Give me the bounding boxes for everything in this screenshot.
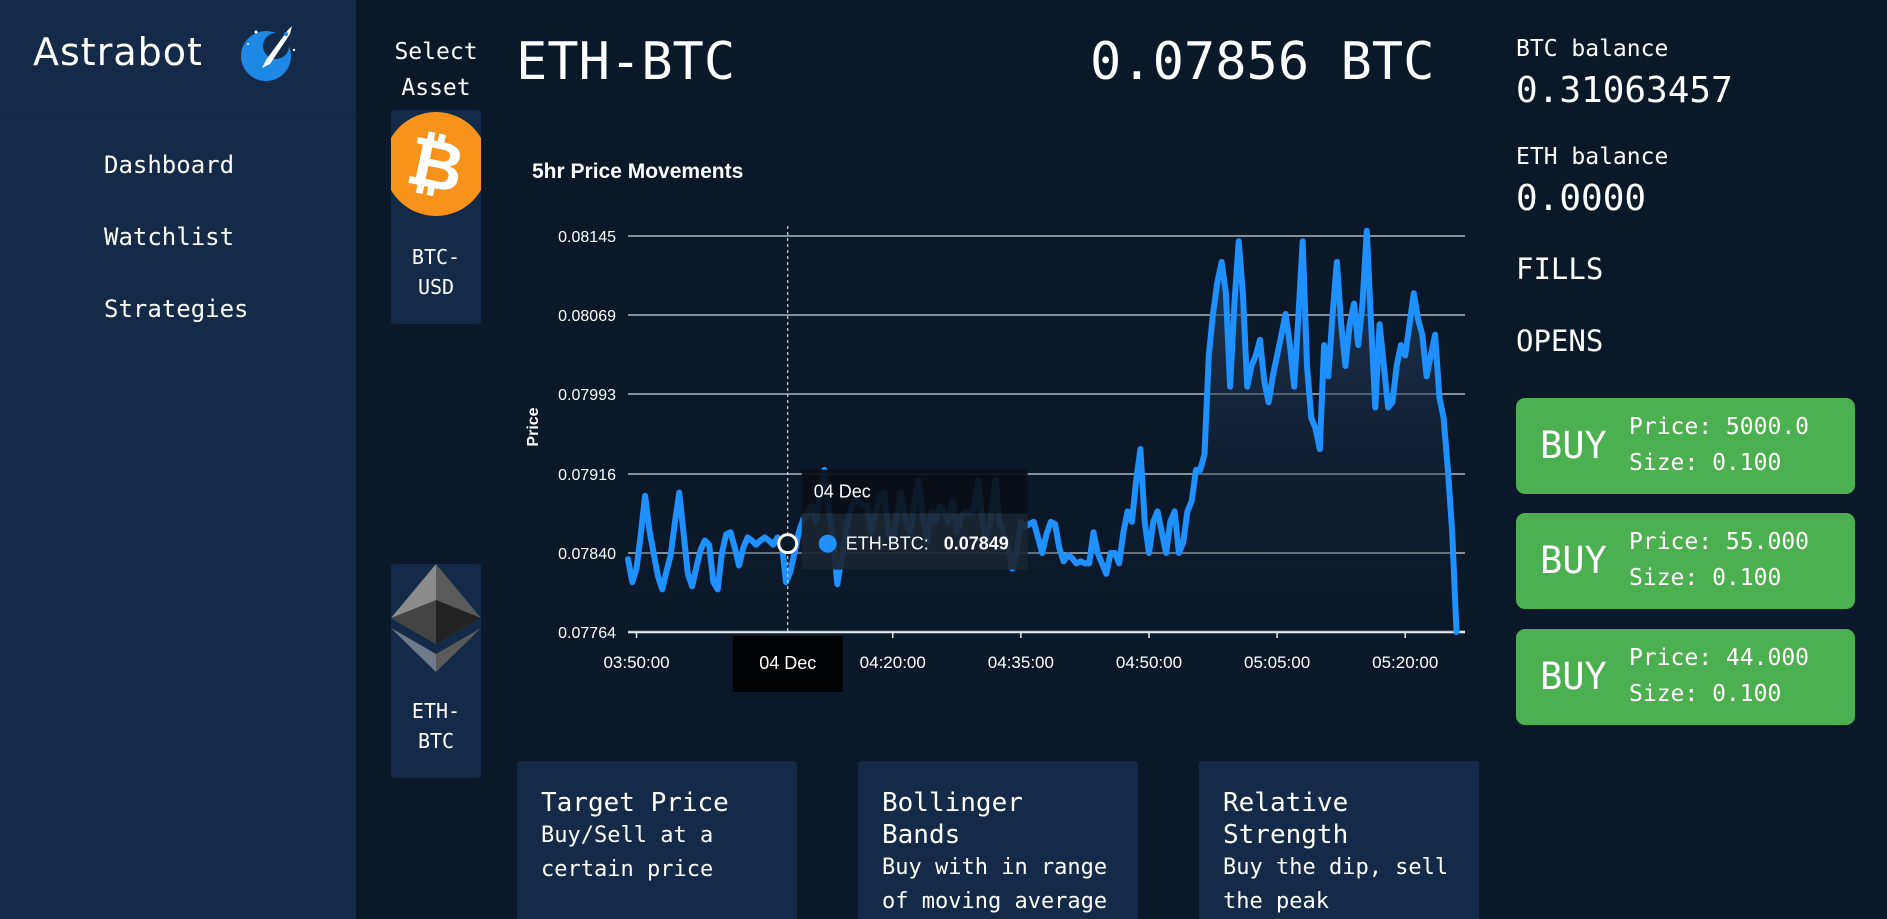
x-tick-label: 04:35:00: [988, 653, 1054, 672]
open-order-card[interactable]: BUY Price: 44.000 Size: 0.100: [1516, 629, 1855, 725]
y-tick-label: 0.07916: [558, 467, 616, 484]
order-price: Price: 44.000: [1629, 645, 1810, 671]
strategy-card-bollinger-bands[interactable]: Bollinger Bands Buy with in range of mov…: [858, 761, 1138, 919]
order-size: Size: 0.100: [1629, 681, 1782, 707]
order-size: Size: 0.100: [1629, 565, 1782, 591]
y-tick-label: 0.07993: [558, 387, 616, 404]
asset-label-line2: BTC: [417, 729, 455, 753]
order-size: Size: 0.100: [1629, 450, 1782, 476]
asset-card-btc-usd[interactable]: ₿ BTC- USD: [391, 110, 481, 324]
order-side: BUY: [1540, 424, 1607, 467]
x-axis-ticks: 03:50:00 04:20:00 04:35:00 04:50:00 05:05:00…: [603, 632, 1438, 672]
strategy-title: Relative Strength: [1223, 788, 1349, 850]
ethereum-icon: [391, 564, 481, 672]
order-price: Price: 5000.0: [1629, 414, 1810, 440]
strategy-card-target-price[interactable]: Target Price Buy/Sell at a certain price: [517, 761, 797, 919]
open-order-card[interactable]: BUY Price: 55.000 Size: 0.100: [1516, 513, 1855, 609]
btc-balance-value: 0.31063457: [1516, 70, 1733, 111]
brand-name: Astrabot: [33, 30, 203, 74]
tooltip-date: 04 Dec: [814, 482, 871, 502]
chart-title: 5hr Price Movements: [532, 160, 743, 183]
asset-selector-title: Select Asset: [394, 39, 478, 101]
strategy-title: Bollinger Bands: [882, 788, 1023, 850]
series-line-eth-btc: [625, 227, 1460, 635]
y-tick-label: 0.08069: [558, 308, 616, 325]
order-side: BUY: [1540, 539, 1607, 582]
open-order-card[interactable]: BUY Price: 5000.0 Size: 0.100: [1516, 398, 1855, 494]
bitcoin-icon: ₿: [391, 112, 481, 216]
strategy-description: Buy/Sell at a certain price: [541, 823, 714, 882]
y-tick-label: 0.07764: [558, 625, 616, 642]
order-price: Price: 55.000: [1629, 529, 1810, 555]
opens-section-header[interactable]: OPENS: [1516, 324, 1604, 358]
strategy-title: Target Price: [541, 788, 729, 818]
fills-section-header[interactable]: FILLS: [1516, 252, 1604, 286]
x-tick-label: 05:20:00: [1372, 653, 1438, 672]
tooltip-value: 0.07849: [944, 534, 1009, 554]
btc-balance-label: BTC balance: [1516, 36, 1669, 62]
y-axis-label: Price: [525, 407, 542, 446]
tooltip-series-label: ETH-BTC:: [846, 534, 929, 554]
y-tick-label: 0.07840: [558, 546, 616, 563]
x-axis-tooltip-label: 04 Dec: [759, 653, 816, 673]
pair-price: 0.07856 BTC: [1090, 32, 1435, 92]
asset-label-line2: USD: [417, 275, 455, 299]
tooltip-series-swatch: [818, 534, 837, 553]
order-side: BUY: [1540, 655, 1607, 698]
x-tick-label: 03:50:00: [603, 653, 669, 672]
eth-balance-label: ETH balance: [1516, 144, 1669, 170]
chart-tooltip: 04 Dec ETH-BTC: 0.07849: [801, 469, 1028, 570]
strategy-description: Buy the dip, sell the peak: [1223, 855, 1449, 914]
strategy-description: Buy with in range of moving average: [882, 855, 1108, 914]
x-axis-tooltip: 04 Dec: [732, 636, 843, 692]
y-tick-label: 0.08145: [558, 229, 616, 246]
asset-label-line1: ETH-: [411, 699, 461, 723]
tooltip-series-value: ETH-BTC: 0.07849: [846, 534, 1009, 554]
brand-header: Astrabot: [0, 0, 356, 116]
price-chart[interactable]: 5hr Price Movements Price 0.08145 0.08069…: [516, 150, 1476, 710]
hover-point: [777, 533, 799, 555]
sidebar-item-strategies[interactable]: Strategies: [104, 295, 249, 323]
asset-label-line1: BTC-: [411, 245, 461, 269]
x-tick-label: 04:20:00: [860, 653, 926, 672]
sidebar-item-watchlist[interactable]: Watchlist: [104, 223, 235, 251]
eth-balance-value: 0.0000: [1516, 178, 1647, 219]
sidebar-item-dashboard[interactable]: Dashboard: [104, 151, 235, 179]
sidebar: Astrabot Dashboard Watchlist Strategies: [0, 0, 356, 919]
pair-title: ETH-BTC: [516, 32, 736, 92]
x-tick-label: 04:50:00: [1116, 653, 1182, 672]
rocket-moon-icon: [241, 26, 296, 81]
strategy-card-relative-strength[interactable]: Relative Strength Buy the dip, sell the …: [1199, 761, 1479, 919]
asset-card-eth-btc[interactable]: ETH- BTC: [391, 564, 481, 778]
y-axis-ticks: 0.08145 0.08069 0.07993 0.07916 0.07840 0.077…: [558, 229, 616, 642]
price-area-fill: [628, 230, 1457, 633]
x-tick-label: 05:05:00: [1244, 653, 1310, 672]
